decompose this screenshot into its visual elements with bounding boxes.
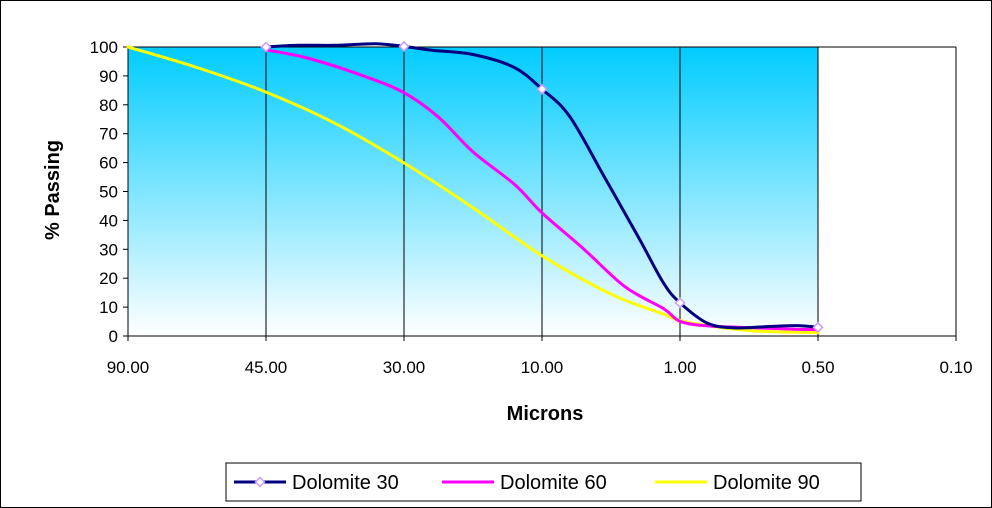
legend-label: Dolomite 90 xyxy=(713,472,820,494)
y-tick-label: 10 xyxy=(99,298,118,317)
x-tick-labels: 90.00 45.00 30.00 10.00 1.00 0.50 0.10 xyxy=(107,358,973,377)
y-tick-label: 90 xyxy=(99,67,118,86)
legend-label: Dolomite 30 xyxy=(292,472,399,494)
x-tick-label: 0.50 xyxy=(801,358,834,377)
y-tick-label: 80 xyxy=(99,96,118,115)
data-point-dolomite-30 xyxy=(674,297,686,309)
x-tick-label: 90.00 xyxy=(107,358,150,377)
y-tick-label: 0 xyxy=(109,327,118,346)
y-tick-label: 70 xyxy=(99,125,118,144)
series-lines xyxy=(126,42,820,334)
y-tick-labels: 0 10 20 30 40 50 60 70 80 90 100 xyxy=(90,38,118,346)
data-point-dolomite-30 xyxy=(536,83,548,95)
y-tick-label: 60 xyxy=(99,154,118,173)
x-tick-label: 1.00 xyxy=(663,358,696,377)
y-tick-label: 20 xyxy=(99,269,118,288)
data-point-dolomite-30 xyxy=(398,40,410,52)
y-axis-title: % Passing xyxy=(42,140,64,240)
x-tick-label: 0.10 xyxy=(939,358,972,377)
y-tick-label: 50 xyxy=(99,183,118,202)
x-tick-label: 10.00 xyxy=(521,358,564,377)
legend-item-dolomite-30: Dolomite 30 xyxy=(234,472,399,494)
y-tick-label: 40 xyxy=(99,211,118,230)
y-tick-label: 30 xyxy=(99,240,118,259)
axes xyxy=(123,46,957,341)
legend-item-dolomite-60: Dolomite 60 xyxy=(442,472,607,494)
data-point-dolomite-30 xyxy=(260,41,272,53)
data-point-dolomite-30 xyxy=(812,321,824,333)
legend-items: Dolomite 30 Dolomite 60 Dolomite 90 xyxy=(234,472,820,494)
series-markers xyxy=(260,40,824,333)
x-axis-title: Microns xyxy=(507,403,584,425)
legend-box xyxy=(225,462,862,502)
legend: Dolomite 30 Dolomite 60 Dolomite 90 xyxy=(225,462,862,502)
series-line-dolomite-30 xyxy=(264,42,820,330)
legend-item-dolomite-90: Dolomite 90 xyxy=(655,472,820,494)
x-tick-label: 30.00 xyxy=(383,358,426,377)
grid xyxy=(128,46,957,336)
x-tick-label: 45.00 xyxy=(245,358,288,377)
plot-area xyxy=(128,47,818,336)
legend-marker xyxy=(254,476,266,488)
y-tick-label: 100 xyxy=(90,38,118,57)
legend-label: Dolomite 60 xyxy=(500,472,607,494)
